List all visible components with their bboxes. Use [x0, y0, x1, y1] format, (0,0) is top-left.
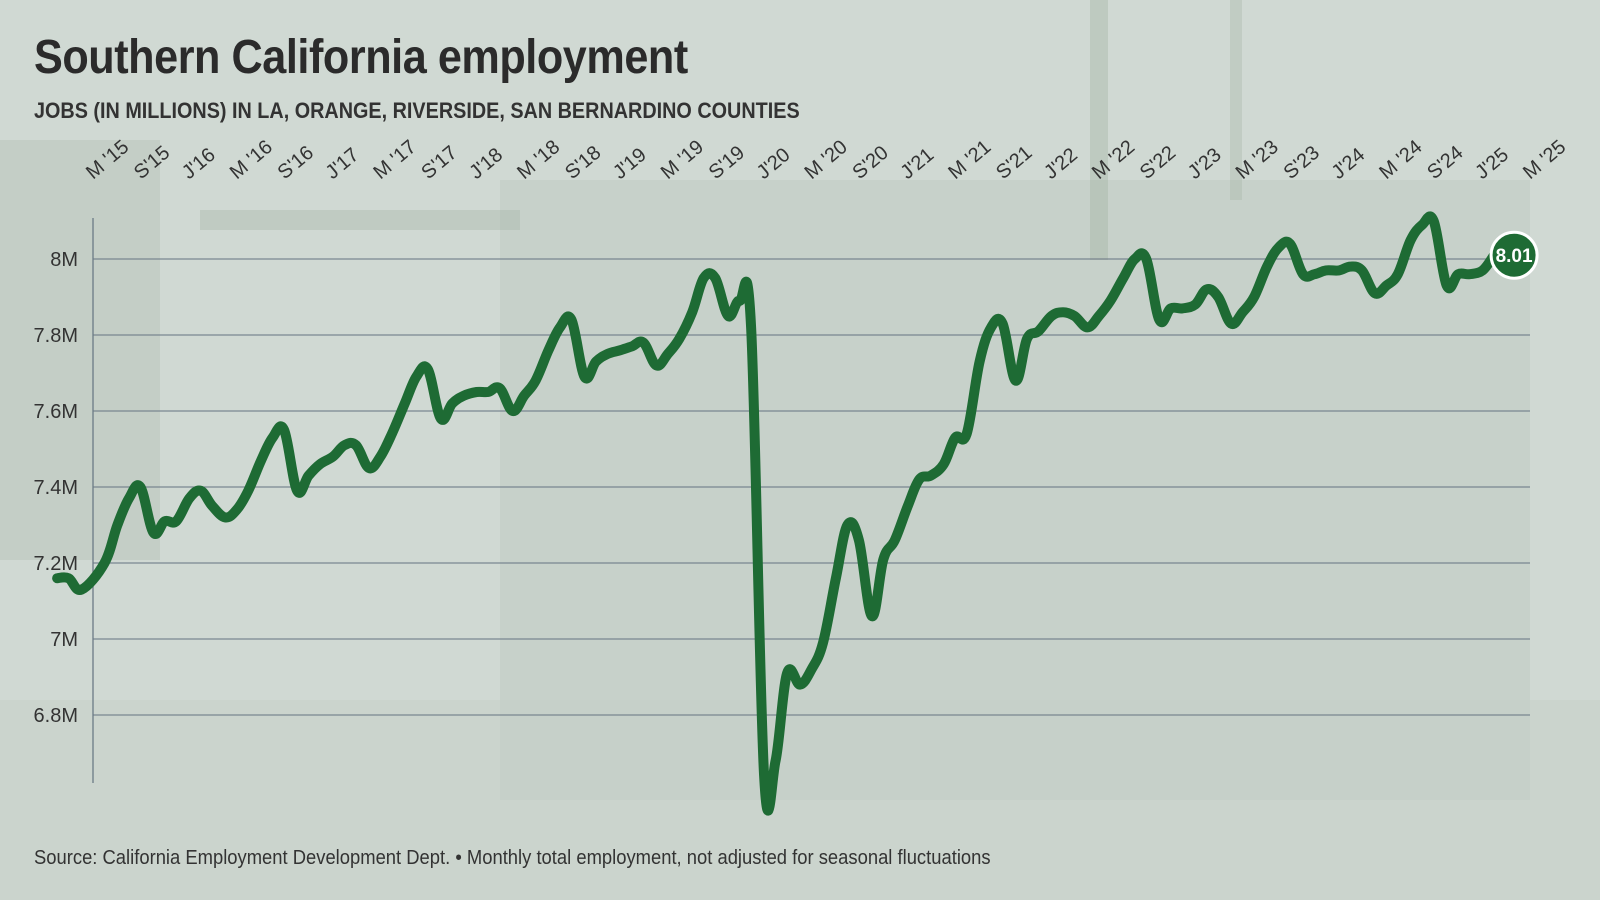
y-tick-label: 7.4M	[34, 477, 78, 499]
x-tick-label: S'21	[992, 142, 1036, 184]
x-tick-label: S'19	[705, 142, 749, 184]
y-tick-label: 7.6M	[34, 401, 78, 423]
series-line-jobs	[52, 211, 1500, 816]
series-layer	[52, 211, 1500, 816]
x-tick-label: S'23	[1280, 142, 1324, 184]
x-tick-label: M '23	[1232, 136, 1283, 184]
x-tick-label: M '18	[513, 136, 564, 184]
y-tick-label: 6.8M	[34, 705, 78, 727]
y-tick-label: 7.2M	[34, 553, 78, 575]
x-tick-label: M '19	[657, 136, 708, 184]
chart-title: Southern California employment	[34, 31, 688, 84]
gridlines	[93, 258, 1530, 716]
chart-subtitle: JOBS (IN MILLIONS) IN LA, ORANGE, RIVERS…	[34, 98, 800, 123]
x-tick-label: J'16	[178, 144, 220, 184]
y-tick-label: 7.8M	[34, 325, 78, 347]
x-tick-label: M '24	[1375, 136, 1426, 184]
x-tick-label: S'20	[848, 142, 892, 184]
x-axis-ticks: M '15S'15 J'16 M '16S'16 J'17 M '17S'17 J'18 M…	[82, 136, 1570, 184]
x-tick-label: S'16	[274, 142, 318, 184]
x-tick-label: M '21	[944, 136, 995, 184]
end-label-group: 8.01	[1489, 230, 1539, 280]
x-tick-label: M '15	[82, 136, 133, 184]
x-tick-label: S'22	[1136, 142, 1180, 184]
x-tick-label: J'22	[1040, 144, 1082, 184]
y-tick-label: 8M	[50, 249, 78, 271]
x-tick-label: J'25	[1471, 144, 1513, 184]
end-label-value: 8.01	[1496, 246, 1533, 267]
x-tick-label: J'23	[1184, 144, 1226, 184]
x-tick-label: J'18	[465, 144, 507, 184]
x-tick-label: M '16	[226, 136, 277, 184]
x-tick-label: M '25	[1519, 136, 1570, 184]
y-axis-ticks: 6.8M 7M 7.2M 7.4M 7.6M 7.8M 8M	[34, 249, 78, 727]
x-tick-label: J'24	[1328, 144, 1370, 184]
x-tick-label: M '17	[369, 136, 420, 184]
chart-source: Source: California Employment Developmen…	[34, 847, 991, 869]
x-tick-label: S'24	[1423, 142, 1467, 184]
x-tick-label: M '20	[801, 136, 852, 184]
y-tick-label: 7M	[50, 629, 78, 651]
x-tick-label: J'20	[753, 144, 795, 184]
x-tick-label: J'19	[609, 144, 651, 184]
x-tick-label: J'21	[896, 144, 938, 184]
x-tick-label: S'18	[561, 142, 605, 184]
x-tick-label: J'17	[322, 144, 364, 184]
x-tick-label: S'15	[130, 142, 174, 184]
x-tick-label: S'17	[417, 142, 461, 184]
x-tick-label: M '22	[1088, 136, 1139, 184]
end-label-bubble	[1489, 230, 1539, 280]
